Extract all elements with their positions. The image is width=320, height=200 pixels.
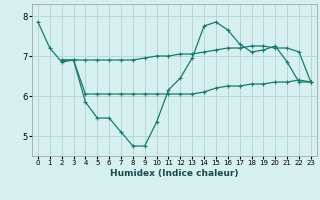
X-axis label: Humidex (Indice chaleur): Humidex (Indice chaleur)	[110, 169, 239, 178]
